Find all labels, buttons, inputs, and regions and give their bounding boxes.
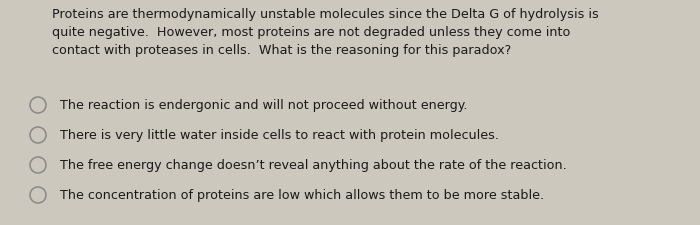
Text: There is very little water inside cells to react with protein molecules.: There is very little water inside cells … [60,128,499,142]
Text: Proteins are thermodynamically unstable molecules since the Delta G of hydrolysi: Proteins are thermodynamically unstable … [52,8,598,21]
Text: The concentration of proteins are low which allows them to be more stable.: The concentration of proteins are low wh… [60,189,544,202]
Text: quite negative.  However, most proteins are not degraded unless they come into: quite negative. However, most proteins a… [52,26,570,39]
Text: contact with proteases in cells.  What is the reasoning for this paradox?: contact with proteases in cells. What is… [52,44,511,57]
Text: The reaction is endergonic and will not proceed without energy.: The reaction is endergonic and will not … [60,99,468,112]
Text: The free energy change doesn’t reveal anything about the rate of the reaction.: The free energy change doesn’t reveal an… [60,158,567,171]
